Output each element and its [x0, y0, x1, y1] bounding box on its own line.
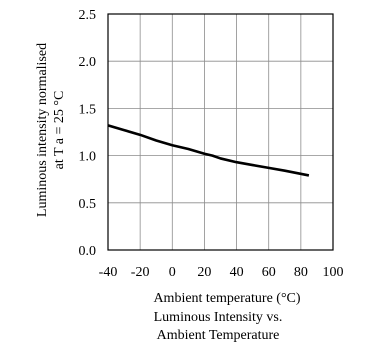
y-axis-label-line-1: Luminous intensity normalised [35, 43, 50, 217]
x-tick-label: 80 [294, 265, 308, 280]
x-axis-label: Ambient temperature (°C) [153, 291, 300, 306]
x-tick-label: 100 [323, 265, 344, 280]
x-tick-label: -40 [99, 265, 118, 280]
x-tick-labels: -40 -20 0 20 40 60 80 100 [99, 265, 344, 280]
chart-title-line-2: Ambient Temperature [157, 328, 280, 343]
x-tick-label: 0 [169, 265, 176, 280]
y-tick-label: 0.0 [79, 244, 97, 259]
y-tick-label: 2.5 [79, 8, 97, 23]
series-layer [107, 124, 310, 177]
y-axis-label-line-2: at T a = 25 °C [52, 91, 67, 170]
plot-frame [107, 13, 334, 251]
x-tick-label: -20 [131, 265, 150, 280]
series-line [107, 124, 310, 177]
y-tick-label: 0.5 [79, 197, 97, 212]
grid [107, 13, 334, 251]
y-tick-label: 1.0 [79, 150, 97, 165]
chart-title-line-1: Luminous Intensity vs. [154, 310, 283, 325]
y-tick-labels: 0.0 0.5 1.0 1.5 2.0 2.5 [79, 8, 97, 259]
x-tick-label: 40 [230, 265, 244, 280]
x-tick-label: 60 [262, 265, 276, 280]
y-tick-label: 1.5 [79, 102, 97, 117]
x-tick-label: 20 [197, 265, 211, 280]
y-tick-label: 2.0 [79, 55, 97, 70]
